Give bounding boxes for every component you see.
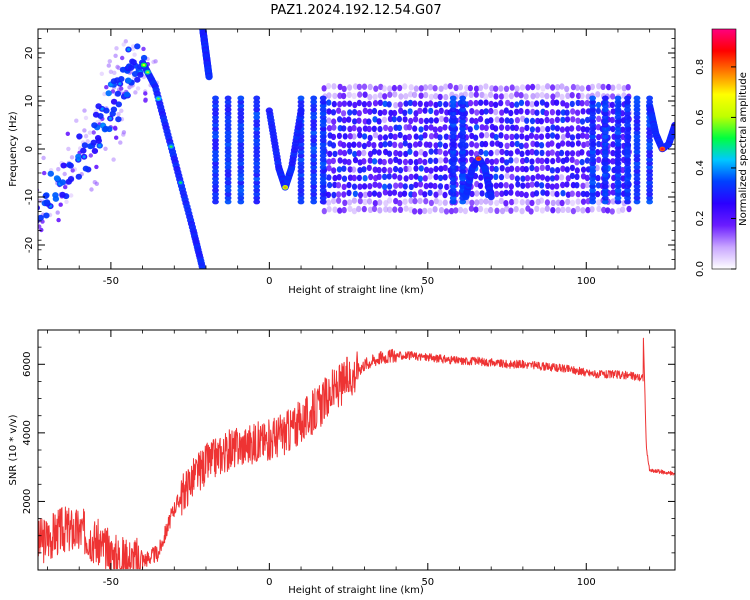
colorbar-gradient: [711, 28, 737, 270]
snr-xlabel: Height of straight line (km): [288, 585, 424, 596]
y-tick-label: 20: [24, 47, 35, 60]
spectrogram-axes: -50 0 50 100 -20 -10 0 10 20: [24, 28, 675, 287]
colorbar-label: Normalized spectral amplitude: [738, 72, 749, 226]
spectrogram-xlabel: Height of straight line (km): [288, 285, 424, 296]
colorbar-tick-label: 0.2: [695, 211, 706, 227]
x-tick-label: 0: [266, 577, 272, 588]
y-tick-label: 2000: [22, 489, 33, 514]
y-tick-label: -20: [24, 237, 35, 253]
spectrogram-heatmap: [38, 29, 675, 269]
colorbar-tick-label: 0.8: [695, 59, 706, 75]
x-tick-label: 50: [421, 577, 434, 588]
colorbar-ticks: 0.0 0.2 0.4 0.6 0.8: [695, 59, 736, 277]
x-tick-label: 0: [266, 276, 272, 287]
x-tick-label: 50: [421, 276, 434, 287]
snr-ylabel: SNR (10 * v/v): [8, 414, 19, 485]
colorbar-tick-label: 0.0: [695, 261, 706, 277]
snr-axes: -50 0 50 100 2000 4000 6000: [22, 329, 675, 588]
figure-title: PAZ1.2024.192.12.54.G07: [270, 3, 441, 18]
y-tick-label: 10: [24, 95, 35, 108]
colorbar-tick-label: 0.6: [695, 109, 706, 125]
spectrogram-panel: -50 0 50 100 -20 -10 0 10 20 Height of straight …: [8, 28, 676, 296]
x-tick-label: 100: [577, 276, 596, 287]
snr-panel: -50 0 50 100 2000 4000 6000 Height of straight…: [8, 329, 676, 596]
y-tick-label: 6000: [22, 352, 33, 377]
y-tick-label: 4000: [22, 420, 33, 445]
x-tick-label: 100: [577, 577, 596, 588]
colorbar-tick-label: 0.4: [695, 160, 706, 176]
spectrogram-ylabel: Frequency (Hz): [8, 111, 19, 187]
y-tick-label: -10: [24, 189, 35, 205]
x-tick-label: -50: [103, 577, 119, 588]
x-tick-label: -50: [103, 276, 119, 287]
y-tick-label: 0: [24, 146, 35, 152]
snr-line: [38, 337, 675, 570]
colorbar: 0.0 0.2 0.4 0.6 0.8 Normalized spectral ampl…: [695, 28, 749, 277]
